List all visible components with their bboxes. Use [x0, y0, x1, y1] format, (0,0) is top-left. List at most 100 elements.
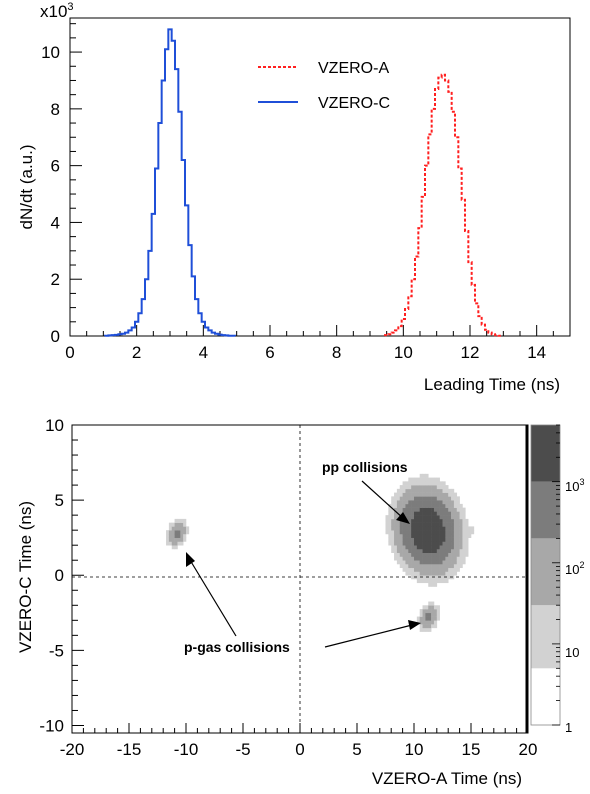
- heatmap-cell: [433, 579, 438, 584]
- heatmap-cell: [422, 477, 426, 482]
- heatmap-cell: [451, 530, 455, 535]
- heatmap-cell: [456, 533, 460, 538]
- histogram-y-tick-label: 2: [51, 270, 60, 289]
- heatmap-cell: [451, 500, 455, 505]
- heatmap-cell: [414, 560, 418, 565]
- heatmap-cell: [433, 609, 438, 614]
- heatmap-cell: [451, 488, 455, 493]
- histogram-multiplier: x103: [40, 1, 74, 21]
- heatmap-cell: [388, 515, 392, 520]
- arrow-pgas-left: [189, 559, 237, 637]
- colorbar-label-10-base: 10: [565, 645, 579, 660]
- heatmap-cell: [183, 526, 187, 531]
- heatmap-cell: [451, 518, 455, 523]
- heatmap-cell: [422, 526, 426, 531]
- heatmap-cell: [439, 503, 443, 508]
- heatmap-cell: [419, 612, 423, 617]
- heatmap-cell: [408, 522, 412, 527]
- heatmap-cell: [419, 627, 423, 632]
- heatmap-cell: [422, 496, 426, 501]
- heatmap-cell: [168, 541, 173, 546]
- heatmap-cell: [414, 511, 418, 516]
- heatmap-cell: [445, 545, 449, 550]
- heatmap-cell: [422, 616, 426, 621]
- heatmap-cell: [402, 507, 406, 512]
- heatmap-cell: [171, 533, 175, 538]
- heatmap-cell: [177, 537, 181, 542]
- heatmap-cell: [396, 492, 401, 497]
- heatmap-cell: [422, 522, 426, 527]
- heatmap-cell: [411, 548, 415, 554]
- heatmap-cell: [451, 526, 455, 531]
- heatmap-cell: [408, 485, 412, 490]
- heatmap-cell: [166, 537, 170, 542]
- heatmap-cell: [419, 492, 423, 497]
- heatmap-cell: [428, 582, 432, 587]
- heatmap-cell: [416, 507, 420, 512]
- heatmap-cell: [445, 507, 449, 512]
- heatmap-cell: [396, 526, 401, 531]
- heatmap-cell: [416, 477, 420, 482]
- heatmap-cell: [428, 612, 432, 617]
- heatmap-cell: [436, 518, 440, 523]
- heatmap-cell: [394, 511, 398, 516]
- heatmap-cell: [405, 556, 409, 561]
- heatmap-cell: [174, 537, 178, 542]
- heatmap-cell: [431, 616, 435, 621]
- heatmap-cell: [422, 511, 426, 516]
- heatmap-cell: [402, 552, 406, 557]
- heatmap-cell: [459, 522, 463, 527]
- heatmap-cell: [385, 530, 389, 535]
- heatmap-cell: [462, 556, 466, 561]
- heatmap-cell: [445, 526, 449, 531]
- histogram-multiplier-base: x10: [40, 2, 67, 21]
- heatmap-cell: [416, 481, 420, 486]
- colorbar-segment: [531, 668, 560, 725]
- heatmap-cell: [416, 537, 420, 542]
- heatmap-cell: [442, 503, 446, 508]
- heatmap-x-tick-label: 20: [519, 740, 538, 759]
- heatmap-cell: [408, 492, 412, 497]
- heatmap-cell: [445, 560, 449, 565]
- heatmap-cell: [453, 530, 458, 535]
- heatmap-cell: [385, 518, 389, 523]
- heatmap-cell: [459, 563, 463, 569]
- heatmap-cell: [396, 507, 401, 512]
- colorbar-ticks: [552, 424, 560, 726]
- heatmap-cell: [399, 526, 403, 531]
- heatmap-cell: [411, 507, 415, 512]
- heatmap-cell: [433, 477, 438, 482]
- colorbar-segments: [531, 425, 560, 725]
- heatmap-cell: [425, 496, 429, 501]
- heatmap-cell: [436, 488, 440, 493]
- heatmap-cell: [445, 556, 449, 561]
- heatmap-cell: [408, 507, 412, 512]
- heatmap-cell: [425, 616, 429, 621]
- heatmap-cell: [433, 530, 438, 535]
- heatmap-cell: [422, 605, 426, 610]
- heatmap-cell: [394, 530, 398, 535]
- heatmap-cell: [394, 522, 398, 527]
- heatmap-cell: [408, 533, 412, 538]
- heatmap-x-label: VZERO-A Time (ns): [372, 769, 522, 788]
- heatmap-cell: [428, 477, 432, 482]
- heatmap-cell: [445, 515, 449, 520]
- heatmap-cell: [411, 545, 415, 550]
- heatmap-cell: [388, 530, 392, 535]
- heatmap-cell: [419, 571, 423, 576]
- heatmap-cell: [425, 518, 429, 523]
- heatmap-cell: [408, 537, 412, 542]
- heatmap-cell: [433, 624, 438, 629]
- heatmap-cell: [442, 500, 446, 505]
- heatmap-x-ticks: -20 -15 -10 -5 0 5 10 15 20: [60, 723, 538, 759]
- heatmap-cell: [411, 526, 415, 531]
- heatmap-cell: [453, 548, 458, 554]
- heatmap-cell: [168, 530, 173, 535]
- heatmap-cell: [405, 571, 409, 576]
- heatmap-cell: [442, 563, 446, 569]
- heatmap-cell: [419, 616, 423, 621]
- heatmap-cell: [419, 526, 423, 531]
- heatmap-cell: [445, 496, 449, 501]
- heatmap-frame: [71, 424, 529, 734]
- heatmap-cell: [411, 530, 415, 535]
